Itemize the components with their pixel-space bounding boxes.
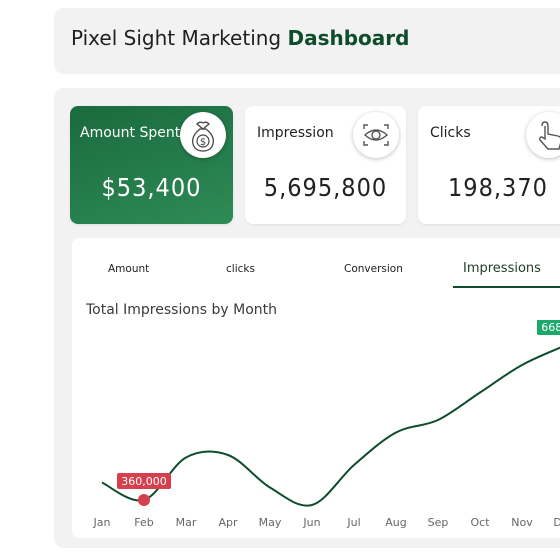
kpi-value: $53,400	[101, 173, 202, 202]
x-axis-label-mar: Mar	[176, 516, 197, 529]
kpi-card-clicks[interactable]: Clicks 198,370	[418, 106, 560, 224]
page-title: Pixel Sight Marketing Dashboard	[71, 26, 410, 50]
x-axis-label-jul: Jul	[346, 516, 360, 529]
impressions-line-chart: Jan Feb Mar Apr May Jun Jul Aug Sep Oct Nov Dec 360…	[93, 320, 560, 529]
x-axis-label-sep: Sep	[428, 516, 449, 529]
max-value-label: 668,000	[541, 321, 560, 334]
kpi-label: Amount Spent	[80, 125, 181, 141]
kpi-value: 198,370	[448, 173, 548, 202]
tab-conversion[interactable]: Conversion	[344, 263, 403, 275]
svg-text:$: $	[200, 137, 206, 148]
left-margin	[0, 0, 52, 560]
kpi-card-amount-spent[interactable]: Amount Spent $ $53,400	[70, 106, 233, 224]
min-value-badge	[117, 473, 171, 489]
tab-amount[interactable]: Amount	[108, 263, 150, 275]
x-axis-label-aug: Aug	[385, 516, 406, 529]
min-point-marker[interactable]	[138, 494, 150, 506]
kpi-value: 5,695,800	[263, 173, 388, 202]
kpi-card-impression[interactable]: Impression 5,695,800	[245, 106, 406, 224]
chart-annotations: 360,000 668,000	[117, 320, 560, 506]
x-axis-label-jan: Jan	[93, 516, 111, 529]
active-tab-indicator	[453, 286, 560, 288]
x-axis-labels: Jan Feb Mar Apr May Jun Jul Aug Sep Oct Nov Dec	[93, 516, 560, 529]
x-axis-label-feb: Feb	[134, 516, 153, 529]
x-axis-label-dec: Dec	[553, 516, 560, 529]
min-value-label: 360,000	[121, 475, 167, 488]
x-axis-label-nov: Nov	[511, 516, 533, 529]
chart-title: Total Impressions by Month	[86, 302, 278, 318]
page-header: Pixel Sight Marketing Dashboard	[54, 8, 560, 74]
x-axis-label-may: May	[259, 516, 282, 529]
kpi-label: Clicks	[430, 125, 471, 141]
max-value-badge	[537, 320, 560, 335]
x-axis-label-jun: Jun	[302, 516, 320, 529]
click-hand-icon	[526, 112, 560, 158]
x-axis-label-oct: Oct	[470, 516, 490, 529]
eye-icon	[353, 112, 399, 158]
tab-clicks[interactable]: clicks	[226, 263, 255, 275]
kpi-label: Impression	[257, 125, 334, 141]
impressions-series-line	[101, 346, 560, 507]
money-bag-icon: $	[180, 112, 226, 158]
tab-impressions[interactable]: Impressions	[463, 261, 541, 276]
x-axis-label-apr: Apr	[218, 516, 238, 529]
